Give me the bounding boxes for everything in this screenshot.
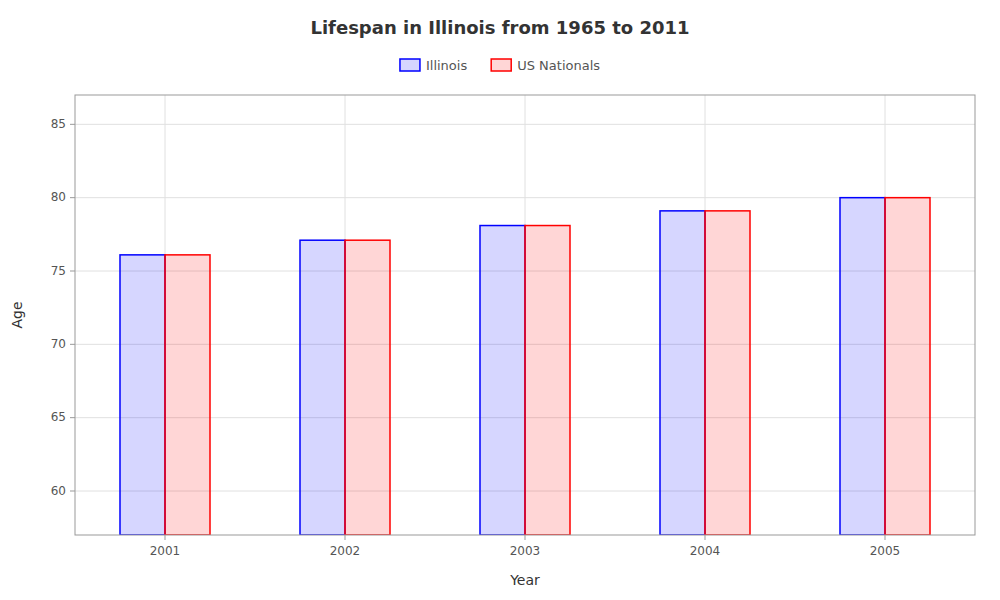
bar: [885, 198, 930, 535]
x-tick: [345, 535, 346, 540]
axes: 60 65 70 75 80 85 2001 2002 2003 2004 2005: [51, 117, 901, 558]
y-tick: [70, 491, 75, 492]
legend-item: Illinois: [400, 58, 467, 73]
y-tick-label: 70: [51, 337, 66, 351]
y-tick-label: 75: [51, 264, 66, 278]
title: Lifespan in Illinois from 1965 to 2011: [310, 17, 689, 38]
y-axis-label: Age: [9, 301, 25, 328]
x-tick-label: 2005: [870, 544, 901, 558]
bar: [660, 211, 705, 535]
bar: [840, 198, 885, 535]
bar: [525, 226, 570, 535]
bar: [345, 240, 390, 535]
chart-svg: 60 65 70 75 80 85 2001 2002 2003 2004 2005 Year Age L…: [0, 0, 1000, 600]
x-tick: [525, 535, 526, 540]
y-tick: [70, 344, 75, 345]
y-tick: [70, 124, 75, 125]
y-tick-label: 60: [51, 484, 66, 498]
chart-container: 60 65 70 75 80 85 2001 2002 2003 2004 2005 Year Age L…: [0, 0, 1000, 600]
y-tick-label: 80: [51, 190, 66, 204]
legend-swatch: [491, 59, 511, 71]
x-tick: [705, 535, 706, 540]
x-tick-label: 2003: [510, 544, 541, 558]
y-tick: [70, 417, 75, 418]
bar: [480, 226, 525, 535]
y-tick: [70, 271, 75, 272]
y-tick-label: 85: [51, 117, 66, 131]
legend: Illinois US Nationals: [400, 58, 600, 73]
bar: [165, 255, 210, 535]
bar: [120, 255, 165, 535]
grid: [75, 95, 975, 535]
plot-frame: [75, 95, 975, 535]
legend-item: US Nationals: [491, 58, 600, 73]
legend-label: US Nationals: [517, 58, 600, 73]
y-tick: [70, 197, 75, 198]
legend-swatch: [400, 59, 420, 71]
x-tick-label: 2002: [330, 544, 361, 558]
x-tick: [885, 535, 886, 540]
y-tick-label: 65: [51, 410, 66, 424]
x-tick-label: 2001: [150, 544, 181, 558]
x-tick: [165, 535, 166, 540]
legend-label: Illinois: [426, 58, 467, 73]
bar: [300, 240, 345, 535]
bars: [120, 198, 930, 535]
x-tick-label: 2004: [690, 544, 721, 558]
bar: [705, 211, 750, 535]
x-axis-label: Year: [509, 572, 540, 588]
